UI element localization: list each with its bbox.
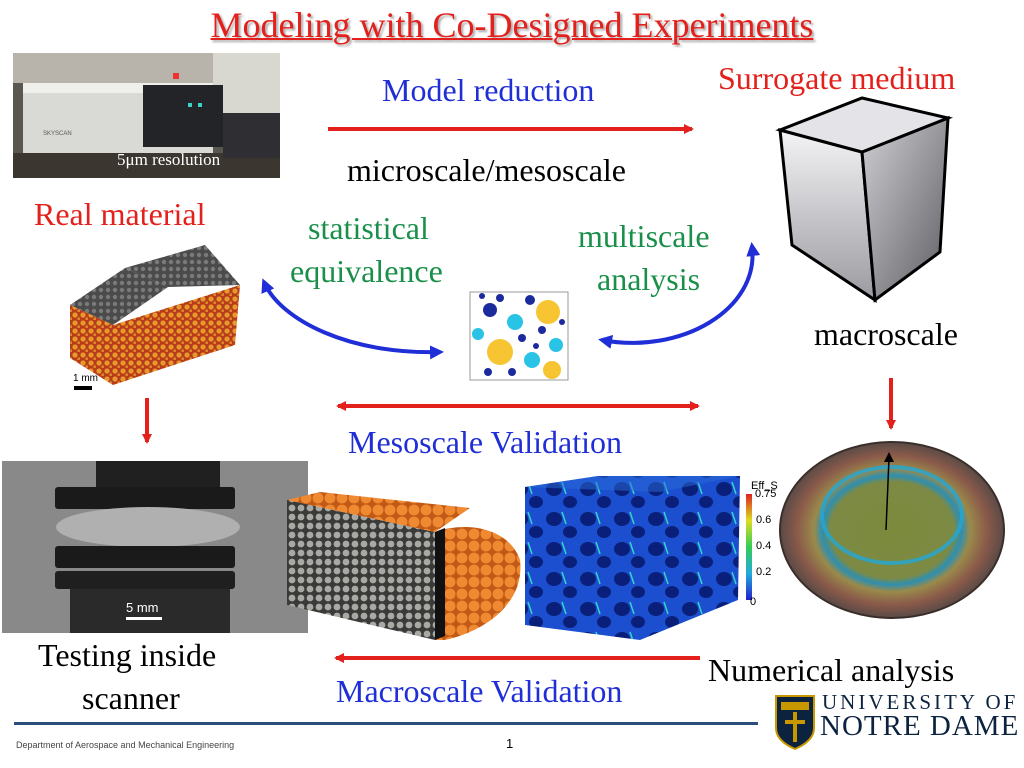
model-reduction-label: Model reduction: [382, 72, 595, 108]
macroscale-label: macroscale: [814, 316, 958, 352]
colorbar-tick-3: 0.4: [756, 540, 772, 552]
xray-scale-label: 5 mm: [126, 600, 159, 615]
testing-label-1: Testing inside: [38, 637, 217, 673]
multiscale-analysis-arrow: [598, 242, 761, 349]
colorbar-tick-5: 0: [750, 596, 757, 608]
colorbar: [746, 494, 752, 600]
sample-scale-label: 1 mm: [73, 373, 98, 384]
colorbar-tick-4: 0.2: [756, 566, 772, 578]
footer-department: Department of Aerospace and Mechanical E…: [16, 740, 235, 750]
micro-meso-label: microscale/mesoscale: [347, 152, 626, 188]
colorbar-tick-1: 0.75: [755, 488, 777, 500]
page-number: 1: [506, 736, 514, 751]
testing-label-2: scanner: [82, 680, 180, 716]
foam-stress-image: [525, 476, 740, 640]
rve-particles-icon: [469, 291, 569, 381]
material-sample-icon: [70, 245, 240, 390]
notre-dame-shield-icon: [775, 695, 815, 751]
numerical-analysis-label: Numerical analysis: [708, 652, 955, 688]
surrogate-medium-label: Surrogate medium: [718, 60, 956, 96]
scanner-photo: SKYSCAN 5μm resolution: [13, 53, 280, 178]
statistical-equivalence-arrow: [261, 278, 444, 360]
macroscale-validation-label: Macroscale Validation: [336, 673, 623, 709]
statistical-equivalence-label-1: statistical: [308, 210, 429, 246]
brand-label: SKYSCAN: [43, 131, 72, 137]
logo-name-text: NOTRE DAME: [820, 710, 1020, 742]
resolution-label: 5μm resolution: [117, 150, 221, 169]
logo-university-text: UNIVERSITY OF: [822, 690, 1019, 714]
real-material-label: Real material: [34, 196, 206, 232]
surrogate-cube-icon: [775, 96, 954, 303]
scanner-image: SKYSCAN: [13, 53, 280, 178]
mesoscale-validation-label: Mesoscale Validation: [348, 424, 623, 460]
colorbar-title: Eff_S: [751, 480, 778, 492]
colorbar-tick-2: 0.6: [756, 514, 772, 526]
footer-divider: [14, 722, 758, 725]
disk-simulation-image: [779, 441, 1005, 619]
cross-section-sample: [287, 492, 521, 640]
xray-image: [2, 461, 308, 633]
slide-title: Modeling with Co-Designed Experiments: [210, 5, 814, 45]
